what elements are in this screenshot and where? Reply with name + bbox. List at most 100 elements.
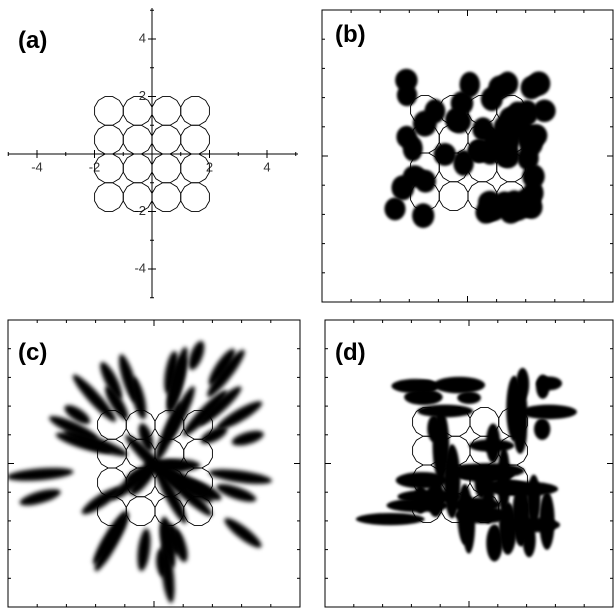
blob (216, 401, 263, 430)
blob (64, 405, 91, 425)
content: -4 -2 2 442-2-4 (7, 8, 613, 607)
blob (100, 361, 123, 400)
cell (180, 124, 210, 155)
blob (397, 489, 461, 504)
cell (180, 96, 210, 126)
blob (182, 390, 228, 437)
blob (396, 84, 418, 107)
blob (19, 489, 61, 506)
blob (110, 467, 151, 500)
blob (533, 99, 556, 123)
panel-frame (324, 319, 614, 608)
blob (457, 391, 481, 404)
blob (355, 512, 425, 526)
cell (94, 182, 124, 212)
blob (105, 385, 129, 420)
blob (160, 516, 176, 568)
blob (506, 375, 523, 442)
x-tick-label: 4 (263, 159, 270, 174)
blob (412, 203, 435, 228)
blob (391, 378, 439, 394)
blob (516, 123, 538, 148)
cell (122, 153, 153, 184)
blob (433, 142, 457, 166)
blob (395, 472, 449, 489)
cell (122, 96, 153, 126)
blob (475, 201, 497, 224)
blob (165, 386, 195, 443)
cell (94, 96, 124, 126)
blob (517, 145, 539, 171)
cell (94, 124, 124, 155)
blob (493, 194, 514, 218)
x-tick-label: -4 (31, 159, 43, 174)
panel-label: (a) (18, 27, 47, 54)
blob (492, 481, 559, 497)
cell (151, 124, 182, 155)
blob (450, 91, 474, 116)
blobs (384, 68, 556, 228)
cell (151, 96, 182, 126)
blob (118, 354, 138, 403)
blob (188, 340, 205, 370)
blob (417, 404, 474, 418)
cell (180, 182, 210, 212)
blob (527, 474, 541, 526)
panel-label: (c) (18, 339, 47, 366)
y-tick-label: 2 (139, 88, 146, 103)
blob (486, 524, 503, 562)
blob (404, 389, 443, 406)
blob (512, 483, 531, 547)
blob (462, 495, 476, 554)
y-tick-label: -4 (134, 260, 146, 275)
blob (81, 487, 121, 515)
blob (427, 415, 441, 442)
blob (72, 374, 117, 422)
blob (533, 418, 551, 440)
y-tick-label: -2 (134, 203, 146, 218)
blob (137, 528, 151, 572)
blob (8, 467, 74, 481)
blob (498, 502, 517, 555)
cell (122, 182, 153, 212)
panel-label: (b) (335, 21, 366, 48)
blob (231, 430, 264, 446)
blob (200, 426, 228, 444)
blob (480, 86, 503, 112)
blob (146, 458, 189, 490)
blobs (8, 340, 272, 604)
blob (433, 376, 486, 394)
blob (414, 169, 436, 193)
cell (122, 124, 153, 155)
blob (207, 349, 245, 398)
blob (94, 513, 129, 572)
blob (483, 127, 505, 153)
cell (151, 153, 182, 184)
blob (474, 467, 489, 499)
blob (208, 469, 272, 484)
blob (468, 439, 515, 452)
blob (384, 197, 406, 221)
blob (453, 150, 474, 176)
blob (49, 416, 98, 441)
blob (536, 376, 563, 391)
blob (138, 423, 154, 452)
panel-label: (d) (335, 339, 366, 366)
blob (412, 110, 437, 137)
blob (520, 404, 577, 420)
blob (216, 484, 257, 502)
blob (539, 491, 555, 550)
blob (55, 432, 112, 454)
blob (497, 71, 519, 96)
blob (224, 518, 262, 548)
blob (167, 346, 188, 409)
cell (438, 181, 469, 211)
cell (151, 182, 182, 212)
blob (527, 71, 551, 96)
y-tick-label: 4 (139, 30, 146, 45)
blobs (355, 367, 577, 562)
blob (516, 100, 539, 126)
cell (125, 496, 156, 526)
blob (208, 348, 235, 386)
